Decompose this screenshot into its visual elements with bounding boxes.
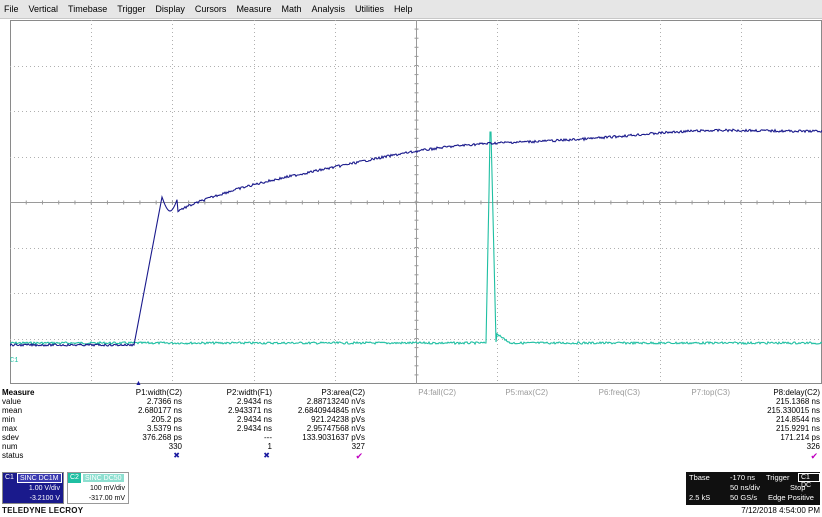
measure-row-sdev: sdev <box>2 433 19 442</box>
coupling-c2: SINC DC50 <box>82 473 125 483</box>
measure-value: 215.1368 ns <box>775 397 820 406</box>
measure-header-p6: P6:freq(C3) <box>598 388 640 397</box>
channel-descriptor-c2[interactable]: C2 SINC DC50 100 mV/div -317.00 mV <box>67 472 129 504</box>
menu-bar: File Vertical Timebase Trigger Display Cursor… <box>0 0 822 19</box>
measure-value: 3.5379 ns <box>146 424 182 433</box>
waveform-display[interactable]: C1 <box>10 20 822 384</box>
status-check-icon: ✔ <box>355 451 363 461</box>
status-check-icon: ✔ <box>810 451 818 461</box>
measure-header-p1: P1:width(C2) <box>135 388 182 397</box>
waveform-grid <box>10 20 822 384</box>
measure-value: --- <box>264 433 272 442</box>
menu-cursors[interactable]: Cursors <box>194 3 227 14</box>
measure-header-p3: P3:area(C2) <box>321 388 365 397</box>
menu-utilities[interactable]: Utilities <box>354 3 384 14</box>
measure-value: 215.9291 ns <box>775 424 820 433</box>
measure-row-min: min <box>2 415 15 424</box>
measure-value: 2.95747568 nVs <box>306 424 365 433</box>
measure-value: 2.9434 ns <box>236 424 272 433</box>
measure-value: 1 <box>267 442 272 451</box>
menu-math[interactable]: Math <box>281 3 302 14</box>
menu-analysis[interactable]: Analysis <box>311 3 345 14</box>
timebase-trigger-descriptor[interactable]: Tbase -170 ns Trigger C1 DC 50 ns/div St… <box>686 472 820 505</box>
measure-value: 2.943371 ns <box>227 406 272 415</box>
trigger-mode: Stop <box>790 483 806 492</box>
measure-title: Measure <box>2 388 35 397</box>
measure-value: 2.680177 ns <box>137 406 182 415</box>
measure-value: 376.268 ps <box>142 433 182 442</box>
vdiv-c1: 1.00 V/div <box>28 485 60 492</box>
trigger-type: Edge Positive <box>768 493 814 502</box>
timestamp: 7/12/2018 4:54:00 PM <box>741 506 820 515</box>
menu-help[interactable]: Help <box>394 3 413 14</box>
measure-value: 171.214 ps <box>780 433 820 442</box>
measure-row-status: status <box>2 451 24 460</box>
measure-value: 133.9031637 pVs <box>302 433 365 442</box>
timebase-label: Tbase <box>689 473 710 482</box>
measure-table: Measure P1:width(C2) P2:width(F1) P3:area(C… <box>0 380 822 472</box>
measure-value: 2.6840944845 nVs <box>297 406 365 415</box>
status-x-icon: ✖ <box>263 451 270 460</box>
menu-display[interactable]: Display <box>155 3 185 14</box>
channel-tag-c2: C2 <box>68 473 81 483</box>
channel-marker-c1[interactable]: C1 <box>10 357 19 365</box>
measure-row-num: num <box>2 442 18 451</box>
measure-value: 2.7366 ns <box>146 397 182 406</box>
menu-measure[interactable]: Measure <box>236 3 272 14</box>
measure-value: 2.9434 ns <box>236 397 272 406</box>
measure-row-mean: mean <box>2 406 23 415</box>
measure-row-value: value <box>2 397 22 406</box>
channel-descriptor-c1[interactable]: C1 SINC DC1M 1.00 V/div -3.2100 V <box>2 472 64 504</box>
measure-value: 330 <box>168 442 182 451</box>
measure-value: 2.9434 ns <box>236 415 272 424</box>
measure-value: 214.8544 ns <box>775 415 820 424</box>
trigger-label: Trigger <box>766 473 790 482</box>
measure-header-p2: P2:width(F1) <box>226 388 272 397</box>
offset-c1: -3.2100 V <box>29 495 60 502</box>
status-x-icon: ✖ <box>173 451 180 460</box>
offset-c2: -317.00 mV <box>88 495 125 502</box>
measure-value: 215.330015 ns <box>767 406 820 415</box>
measure-header-p8: P8:delay(C2) <box>773 388 820 397</box>
trigger-chip: C1 DC <box>798 473 820 489</box>
measure-value: 205.2 ps <box>151 415 182 424</box>
menu-vertical[interactable]: Vertical <box>28 3 59 14</box>
measure-value: 2.88713240 nVs <box>306 397 365 406</box>
channel-tag-c1: C1 <box>3 473 16 483</box>
timebase-value: -170 ns <box>730 473 756 482</box>
p1-marker-icon: ▲ <box>135 380 142 387</box>
timebase-per-div: 50 ns/div <box>730 483 761 492</box>
measure-row-max: max <box>2 424 18 433</box>
measure-header-p7: P7:top(C3) <box>691 388 730 397</box>
measure-value: 921.24238 pVs <box>311 415 365 424</box>
sample-count: 2.5 kS <box>689 493 711 502</box>
trace-c1 <box>10 128 822 347</box>
measure-value: 327 <box>351 442 365 451</box>
measure-value: 326 <box>806 442 820 451</box>
sample-rate: 50 GS/s <box>730 493 758 502</box>
measure-header-p5: P5:max(C2) <box>505 388 548 397</box>
trace-c2 <box>10 131 822 346</box>
coupling-c1: SINC DC1M <box>17 473 62 483</box>
brand-logo: TELEDYNE LECROY <box>2 506 84 515</box>
menu-timebase[interactable]: Timebase <box>68 3 108 14</box>
grid-lines <box>10 20 822 384</box>
measure-header-p4: P4:fall(C2) <box>418 388 456 397</box>
menu-file[interactable]: File <box>4 3 19 14</box>
vdiv-c2: 100 mV/div <box>89 485 125 492</box>
menu-trigger[interactable]: Trigger <box>117 3 146 14</box>
